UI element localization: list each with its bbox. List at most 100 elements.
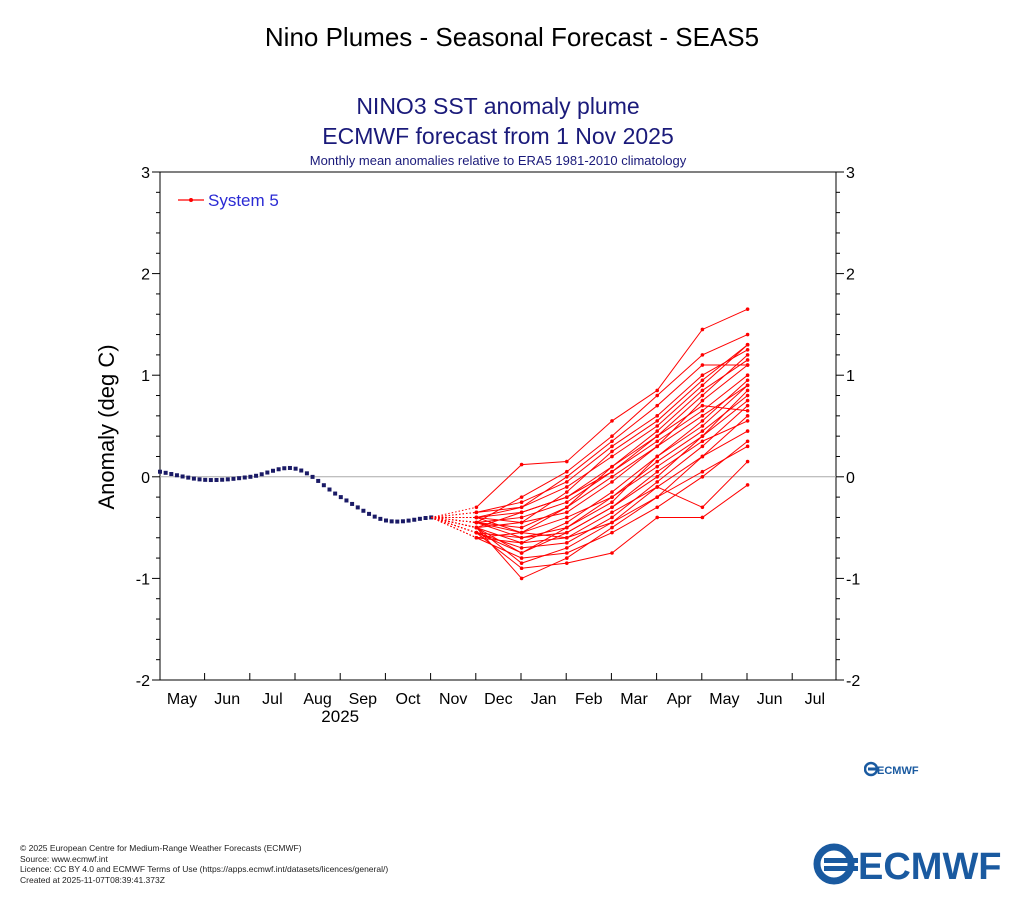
forecast-point: [745, 307, 750, 311]
forecast-point: [655, 515, 659, 520]
forecast-point: [700, 398, 705, 403]
observed-point: [265, 470, 270, 475]
observed-point: [333, 491, 338, 496]
forecast-point: [519, 551, 524, 555]
forecast-point: [565, 469, 569, 474]
forecast-point: [745, 342, 750, 347]
forecast-point: [700, 373, 705, 378]
footer: © 2025 European Centre for Medium-Range …: [20, 843, 388, 885]
observed-point: [372, 514, 377, 519]
forecast-point: [700, 475, 705, 479]
observed-point: [186, 475, 191, 480]
y-tick-label-left: 1: [141, 368, 150, 385]
observed-point: [180, 474, 185, 479]
forecast-point: [565, 535, 569, 540]
x-tick-label: Jul: [805, 691, 825, 708]
forecast-point: [565, 485, 569, 489]
forecast-point: [474, 510, 479, 515]
forecast-point: [745, 332, 750, 337]
forecast-point: [565, 480, 569, 484]
forecast-point: [700, 419, 705, 423]
forecast-point: [745, 383, 750, 388]
observed-point: [417, 516, 422, 521]
observed-point: [304, 471, 309, 476]
footer-licence: Licence: CC BY 4.0 and ECMWF Terms of Us…: [20, 864, 389, 874]
x-year-label: 2025: [321, 707, 359, 726]
y-tick-label-right: 3: [846, 165, 855, 182]
forecast-point: [610, 530, 614, 535]
forecast-point: [565, 520, 569, 525]
forecast-point: [700, 388, 705, 393]
forecast-point: [610, 500, 614, 505]
forecast-point: [565, 459, 569, 464]
ecmwf-logo: ECMWF: [813, 843, 1002, 886]
observed-point: [378, 516, 383, 521]
observed-point: [316, 478, 321, 483]
forecast-point: [745, 444, 750, 449]
forecast-point: [565, 525, 569, 530]
observed-point: [174, 473, 179, 478]
y-tick-label-right: -1: [846, 571, 860, 588]
nino3-plume-chart: NINO3 SST anomaly plume ECMWF forecast f…: [94, 93, 860, 726]
observed-point: [338, 495, 343, 500]
observed-point: [293, 466, 298, 471]
observed-point: [355, 505, 360, 510]
forecast-point: [655, 459, 659, 464]
x-tick-label: Jan: [531, 691, 557, 708]
forecast-point: [565, 500, 569, 505]
page-title: Nino Plumes - Seasonal Forecast - SEAS5: [264, 22, 760, 52]
observed-point: [423, 516, 428, 521]
forecast-point: [565, 556, 569, 560]
forecast-point: [610, 464, 614, 469]
x-tick-label: Jun: [214, 691, 240, 708]
plot-frame: [159, 171, 837, 681]
forecast-point: [700, 444, 705, 449]
forecast-point: [655, 439, 659, 444]
forecast-point: [610, 449, 614, 454]
forecast-point: [700, 393, 705, 398]
forecast-point: [745, 439, 750, 444]
forecast-point: [519, 520, 524, 525]
forecast-point: [519, 576, 524, 581]
forecast-point: [655, 393, 659, 398]
observed-point: [412, 517, 417, 522]
observed-point: [169, 472, 174, 477]
forecast-point: [655, 434, 659, 438]
y-tick-label-left: 0: [141, 470, 150, 487]
forecast-point: [565, 495, 569, 499]
forecast-point: [565, 505, 569, 510]
forecast-point: [745, 398, 750, 403]
forecast-point: [519, 500, 524, 505]
observed-point: [248, 474, 253, 479]
x-tick-label: May: [167, 691, 197, 708]
forecast-point: [565, 541, 569, 545]
forecast-point: [745, 414, 750, 418]
y-tick-label-right: 2: [846, 267, 855, 284]
forecast-point: [474, 525, 479, 530]
forecast-point: [700, 403, 705, 408]
forecast-start-link: [431, 516, 477, 529]
forecast-point: [745, 393, 750, 398]
y-tick-label-right: 1: [846, 368, 855, 385]
observed-point: [158, 469, 162, 474]
forecast-point: [655, 429, 659, 433]
forecast-point: [610, 444, 614, 449]
x-tick-label: Apr: [667, 691, 693, 708]
y-axis-label: Anomaly (deg C): [94, 344, 119, 509]
forecast-point: [610, 495, 614, 499]
forecast-point: [655, 454, 659, 459]
footer-source: Source: www.ecmwf.int: [20, 853, 108, 864]
forecast-point: [565, 561, 569, 565]
forecast-point: [610, 469, 614, 474]
observed-point: [276, 467, 281, 472]
forecast-start-link: [431, 516, 477, 534]
forecast-point: [519, 510, 524, 515]
forecast-point: [655, 485, 659, 489]
forecast-point: [700, 469, 705, 474]
observed-point: [231, 476, 236, 481]
forecast-point: [519, 556, 524, 560]
forecast-point: [655, 475, 659, 479]
observed-point: [163, 470, 168, 475]
observed-point: [310, 474, 315, 479]
forecast-point: [565, 515, 569, 520]
